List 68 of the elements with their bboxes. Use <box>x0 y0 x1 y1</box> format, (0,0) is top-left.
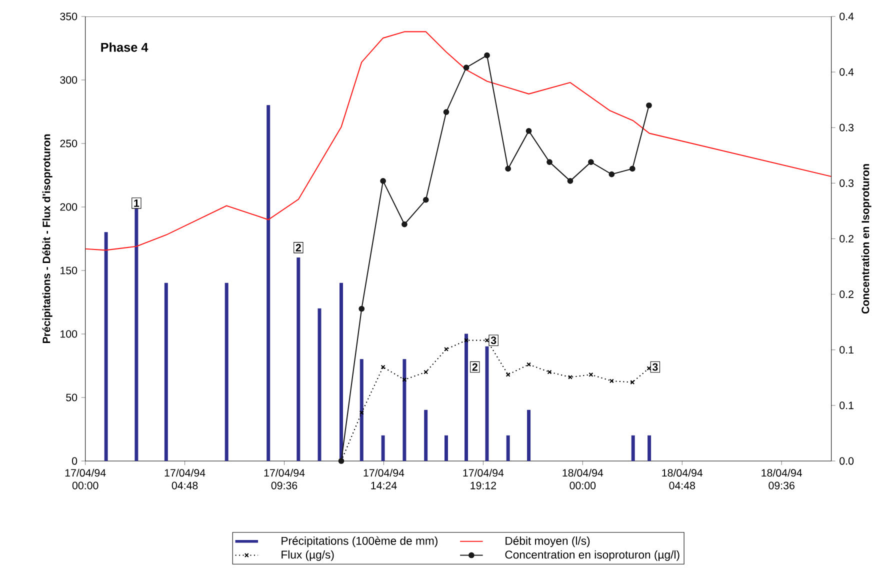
point <box>358 306 365 312</box>
y2-tick-label: 0.2 <box>840 234 854 243</box>
point <box>359 410 364 415</box>
point <box>646 102 652 108</box>
point <box>568 374 572 380</box>
y-tick-label: 200 <box>60 203 78 211</box>
y2-tick-label: 0.4 <box>840 68 854 76</box>
annotation: 2 <box>472 363 478 371</box>
point <box>380 178 386 184</box>
point <box>567 178 574 184</box>
point <box>505 166 512 172</box>
y-tick-label: 300 <box>60 76 78 84</box>
annotation: 2 <box>296 244 301 252</box>
y-tick-label: 350 <box>60 12 78 20</box>
point <box>484 338 490 343</box>
point <box>402 221 408 228</box>
x-tick-label: 17/04/94 04:48 <box>164 468 206 490</box>
y-axis-title: Précipitations - Débit - Flux d'isoproturon <box>42 134 52 343</box>
y2-tick-label: 0.4 <box>840 12 854 20</box>
point <box>630 380 635 384</box>
point <box>629 166 636 172</box>
x-tick-label: 17/04/94 19:12 <box>463 468 504 490</box>
x-tick-label: 17/04/94 09:36 <box>264 468 305 490</box>
point <box>547 370 552 374</box>
line-series <box>85 31 832 251</box>
legend-label: Débit moyen (l/s) <box>506 536 590 548</box>
x-tick-label: 18/04/94 04:48 <box>662 468 703 490</box>
point <box>422 196 429 203</box>
x-tick-label: 18/04/94 09:36 <box>762 468 802 490</box>
point <box>608 171 615 178</box>
point <box>588 159 594 165</box>
y-tick-label: 150 <box>60 266 78 274</box>
point <box>463 64 470 71</box>
y2-tick-label: 0.2 <box>840 290 854 298</box>
x-tick-label: 18/04/94 00:00 <box>562 468 604 490</box>
y2-tick-label: 0.3 <box>840 179 854 187</box>
legend-label: Précipitations (100ème de mm) <box>282 536 438 548</box>
y-tick-label: 100 <box>60 330 78 338</box>
point <box>402 377 407 382</box>
legend-label: Flux (µg/s) <box>282 550 334 561</box>
point <box>464 338 469 343</box>
point <box>609 378 614 384</box>
y-tick-label: 50 <box>66 394 78 402</box>
point <box>443 109 450 115</box>
point <box>646 366 652 371</box>
x-tick-label: 17/04/94 00:00 <box>65 468 106 490</box>
annotation: 3 <box>652 363 658 371</box>
point <box>380 364 386 370</box>
point <box>424 370 428 374</box>
x-tick-label: 17/04/94 14:24 <box>364 468 404 490</box>
annotation: 1 <box>134 200 140 207</box>
y-tick-label: 0 <box>72 457 78 465</box>
point <box>484 52 490 58</box>
point <box>444 347 448 352</box>
point <box>546 159 552 165</box>
annotation: Phase 4 <box>101 42 148 52</box>
point <box>526 128 532 134</box>
annotation: 3 <box>490 336 496 344</box>
y2-tick-label: 0.3 <box>840 124 854 132</box>
point <box>588 372 594 377</box>
point <box>526 362 532 367</box>
legend-label: Concentration en isoproturon (µg/l) <box>505 550 680 561</box>
y2-tick-label: 0.0 <box>840 457 854 465</box>
y2-tick-label: 0.1 <box>840 402 854 410</box>
y2-axis-title: Concentration en Isoproturon <box>861 164 872 314</box>
y-tick-label: 250 <box>60 140 78 148</box>
y2-tick-label: 0.1 <box>840 346 854 354</box>
point <box>506 372 510 377</box>
